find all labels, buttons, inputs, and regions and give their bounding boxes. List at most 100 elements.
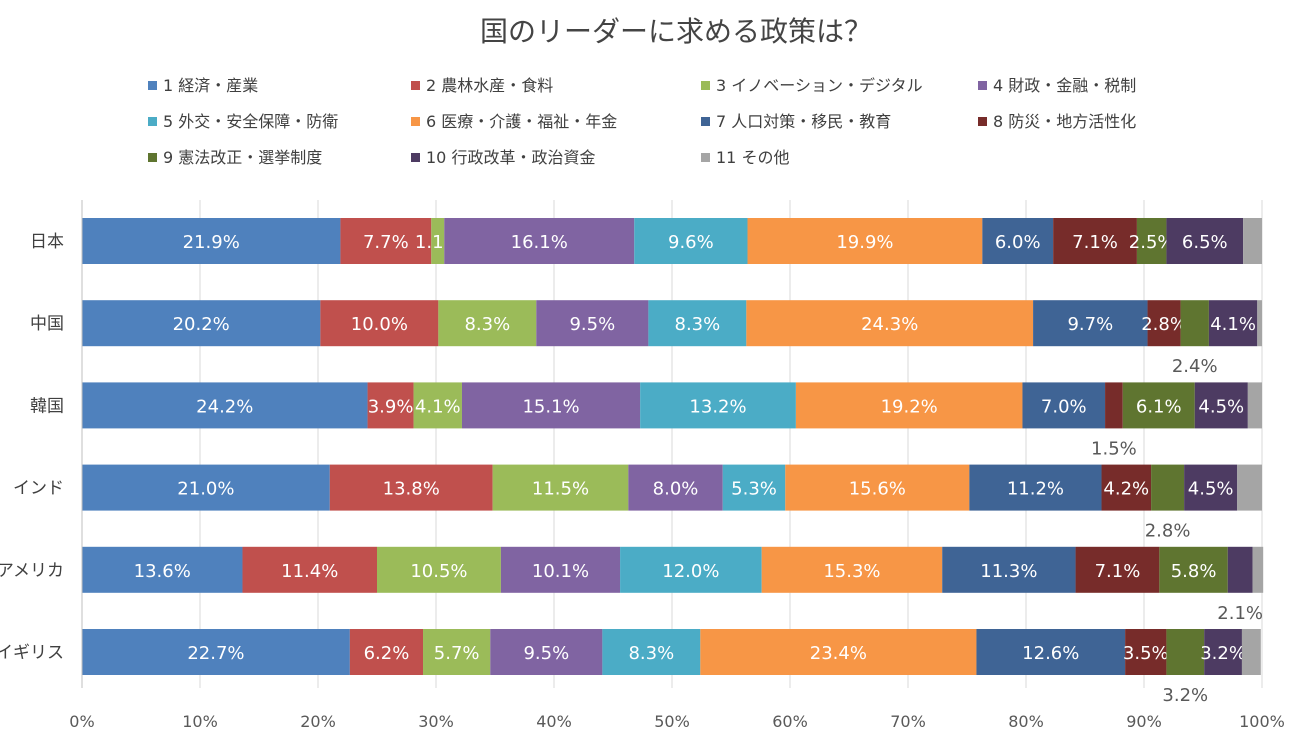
legend-label: 3 イノベーション・デジタル bbox=[716, 76, 923, 95]
bar-segment bbox=[536, 300, 649, 347]
legend-label: 1 経済・産業 bbox=[163, 76, 259, 95]
data-label: 6.0% bbox=[995, 232, 1041, 253]
bar-segment bbox=[1257, 300, 1262, 347]
bar-segment bbox=[628, 464, 723, 511]
data-label: 15.1% bbox=[522, 396, 579, 417]
bar-segment bbox=[1022, 382, 1106, 429]
bar-segment bbox=[761, 546, 943, 593]
bar-segment bbox=[1241, 629, 1261, 675]
legend-swatch bbox=[411, 117, 420, 126]
bar-segment bbox=[1159, 546, 1228, 593]
data-label: 6.1% bbox=[1136, 396, 1182, 417]
bar-segment bbox=[747, 218, 983, 264]
bar-segment bbox=[1151, 464, 1185, 511]
data-label: 2.1% bbox=[1217, 603, 1263, 624]
bar-segment bbox=[1033, 300, 1148, 347]
legend-item: 8 防災・地方活性化 bbox=[978, 108, 1136, 132]
legend-swatch bbox=[148, 117, 157, 126]
data-label: 3.9% bbox=[368, 396, 414, 417]
legend-item: 10 行政改革・政治資金 bbox=[411, 144, 595, 168]
bar-segment bbox=[413, 382, 462, 429]
bar-segment bbox=[785, 464, 970, 511]
bar-segment bbox=[492, 464, 629, 511]
data-label: 7.1% bbox=[1095, 561, 1141, 582]
legend-swatch bbox=[978, 117, 987, 126]
bar-segment bbox=[82, 218, 341, 264]
bar-segment bbox=[1194, 382, 1248, 429]
data-label: 7.1% bbox=[1072, 232, 1118, 253]
legend-item: 2 農林水産・食料 bbox=[411, 72, 553, 96]
data-label: 10.0% bbox=[351, 314, 408, 335]
data-label: 6.5% bbox=[1182, 232, 1228, 253]
legend-label: 5 外交・安全保障・防衛 bbox=[163, 112, 339, 131]
bar-segment bbox=[367, 382, 414, 429]
bar-segment bbox=[82, 464, 330, 511]
legend-item: 5 外交・安全保障・防衛 bbox=[148, 108, 338, 132]
data-label: 9.5% bbox=[569, 314, 615, 335]
x-tick-label: 80% bbox=[1008, 712, 1044, 731]
data-label: 11.4% bbox=[281, 561, 338, 582]
bar-segment bbox=[1166, 629, 1205, 675]
legend-label: 9 憲法改正・選挙制度 bbox=[163, 148, 323, 167]
bar-segment bbox=[340, 218, 432, 264]
data-label: 10.1% bbox=[532, 561, 589, 582]
data-label: 16.1% bbox=[511, 232, 568, 253]
data-label: 22.7% bbox=[187, 643, 244, 664]
x-tick-label: 50% bbox=[654, 712, 690, 731]
bar-segment bbox=[1166, 218, 1244, 264]
bar-segment bbox=[242, 546, 377, 593]
data-label: 11.2% bbox=[1007, 479, 1064, 500]
data-label: 21.9% bbox=[183, 232, 240, 253]
bar-segment bbox=[1252, 546, 1264, 593]
category-label: 韓国 bbox=[30, 396, 64, 416]
data-label: 6.2% bbox=[364, 643, 410, 664]
data-label: 3.2% bbox=[1162, 685, 1208, 706]
bar-segment bbox=[1208, 300, 1258, 347]
bar-segment bbox=[431, 218, 445, 264]
data-label: 24.3% bbox=[861, 314, 918, 335]
bar-segment bbox=[795, 382, 1023, 429]
legend-item: 7 人口対策・移民・教育 bbox=[701, 108, 891, 132]
data-label: 11.5% bbox=[532, 479, 589, 500]
data-label: 12.0% bbox=[662, 561, 719, 582]
bar-segment bbox=[1053, 218, 1137, 264]
data-label: 13.6% bbox=[134, 561, 191, 582]
data-label: 10.5% bbox=[410, 561, 467, 582]
bar-segment bbox=[976, 629, 1126, 675]
data-label: 2.8% bbox=[1141, 314, 1187, 335]
bar-segment bbox=[82, 300, 321, 347]
legend-item: 6 医療・介護・福祉・年金 bbox=[411, 108, 617, 132]
legend-label: 2 農林水産・食料 bbox=[426, 76, 554, 95]
bar-segment bbox=[500, 546, 621, 593]
bar-segment bbox=[329, 464, 493, 511]
legend-swatch bbox=[148, 153, 157, 162]
bar-segment bbox=[620, 546, 762, 593]
bar-segment bbox=[82, 382, 368, 429]
bar-segment bbox=[746, 300, 1034, 347]
bar-segment bbox=[640, 382, 796, 429]
bar-segment bbox=[490, 629, 603, 675]
data-label: 4.1% bbox=[1210, 314, 1256, 335]
data-label: 19.2% bbox=[881, 396, 938, 417]
data-label: 12.6% bbox=[1022, 643, 1079, 664]
data-label: 4.1% bbox=[415, 396, 461, 417]
bar-segment bbox=[1105, 382, 1123, 429]
legend-item: 1 経済・産業 bbox=[148, 72, 258, 96]
x-tick-label: 40% bbox=[536, 712, 572, 731]
x-tick-label: 90% bbox=[1126, 712, 1162, 731]
bar-segment bbox=[1075, 546, 1160, 593]
legend-item: 9 憲法改正・選挙制度 bbox=[148, 144, 322, 168]
bar-segment bbox=[1180, 300, 1209, 347]
bar-segment bbox=[1204, 629, 1242, 675]
x-tick-label: 60% bbox=[772, 712, 808, 731]
data-label: 9.6% bbox=[668, 232, 714, 253]
bar-segment bbox=[648, 300, 747, 347]
bar-segment bbox=[444, 218, 635, 264]
bar-segment bbox=[982, 218, 1054, 264]
data-label: 5.7% bbox=[434, 643, 480, 664]
data-label: 19.9% bbox=[836, 232, 893, 253]
bar-segment bbox=[320, 300, 439, 347]
data-label: 23.4% bbox=[810, 643, 867, 664]
bar-segment bbox=[1227, 546, 1253, 593]
